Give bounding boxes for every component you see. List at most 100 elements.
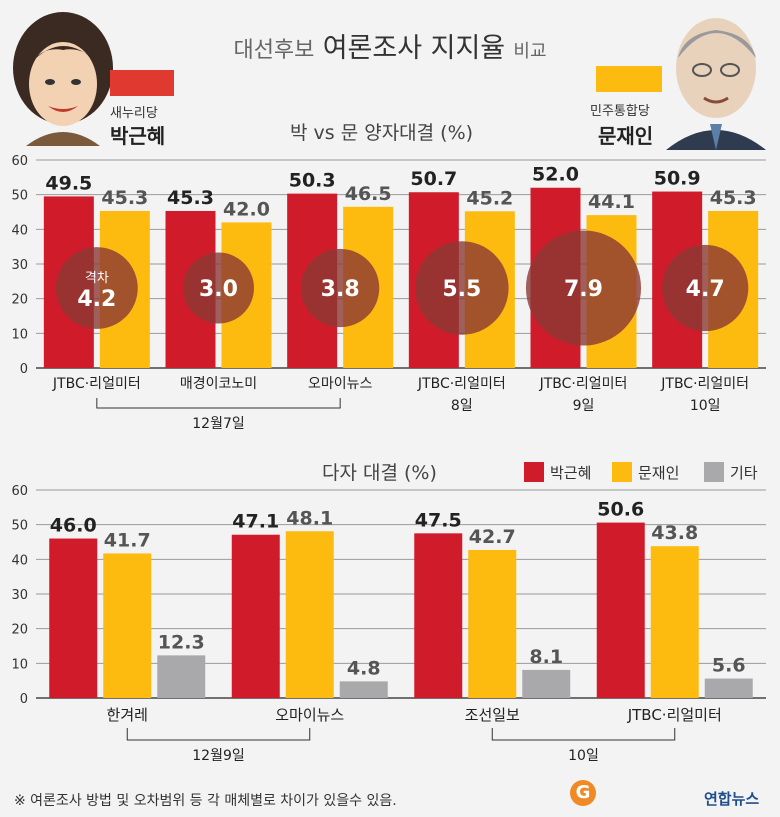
- chart2-category-label: 한겨레: [107, 706, 148, 724]
- chart2-data-label-other: 5.6: [712, 655, 746, 677]
- chart2-bar-moon: [103, 553, 152, 698]
- chart2-ytick-label: 0: [20, 692, 28, 707]
- chart1-ytick-label: 60: [11, 154, 28, 169]
- chart2-ytick-label: 50: [11, 519, 28, 534]
- chart2-data-label-park: 46.0: [50, 515, 97, 537]
- chart2-bar-park: [596, 522, 645, 698]
- chart2-group-label: 10일: [568, 748, 599, 764]
- legend-swatch-park: [524, 462, 544, 482]
- title-part1: 대선후보: [233, 38, 315, 63]
- chart1-data-label-park: 50.7: [410, 168, 457, 190]
- chart2-data-label-park: 47.1: [232, 511, 279, 533]
- chart2-data-label-park: 47.5: [415, 509, 462, 531]
- chart1-group-bracket: [96, 398, 341, 409]
- chart1-gap-value: 4.2: [77, 287, 116, 312]
- chart1-data-label-moon: 45.3: [710, 187, 757, 209]
- park-name: 박근혜: [110, 124, 166, 148]
- chart1-data-label-moon: 46.5: [345, 183, 392, 205]
- legend-label-other: 기타: [730, 464, 758, 482]
- chart2-category-label: 오마이뉴스: [275, 706, 344, 724]
- chart2-bar-park: [414, 533, 463, 698]
- park-party: 새누리당: [110, 106, 158, 121]
- legend-label-park: 박근혜: [550, 464, 592, 482]
- chart1-data-label-park: 52.0: [532, 164, 579, 186]
- chart2-data-label-other: 8.1: [529, 646, 563, 668]
- chart2-group-bracket: [491, 728, 676, 741]
- chart1-ytick-label: 0: [20, 362, 28, 377]
- chart2-bar-moon: [650, 546, 699, 698]
- park-portrait: [13, 12, 113, 146]
- legend-swatch-moon: [612, 462, 632, 482]
- chart1-ytick-label: 50: [11, 189, 28, 204]
- chart2-bar-park: [231, 534, 280, 698]
- chart2-data-label-other: 12.3: [158, 631, 205, 653]
- moon-portrait: [666, 18, 766, 150]
- chart2-bar-moon: [468, 549, 517, 698]
- chart2-bar-moon: [285, 531, 334, 698]
- chart1-gap-value: 3.0: [199, 277, 238, 302]
- park-color-tag: [110, 70, 174, 96]
- page-title: 대선후보 여론조사 지지율 비교: [0, 26, 780, 65]
- chart2-ytick-label: 10: [11, 657, 28, 672]
- chart1-gap-circle: [525, 230, 642, 346]
- title-part3: 비교: [513, 41, 547, 62]
- yonhap-logo: 연합뉴스: [704, 790, 760, 808]
- chart2-data-label-other: 4.8: [347, 657, 381, 679]
- chart1-data-label-park: 45.3: [167, 187, 214, 209]
- chart1-data-label-moon: 44.1: [588, 191, 635, 213]
- chart1-group-label: 12월7일: [192, 416, 244, 432]
- chart2-ytick-label: 60: [11, 484, 28, 499]
- chart1-data-label-park: 49.5: [45, 172, 92, 194]
- chart2-bar-other: [522, 669, 571, 698]
- chart1-ytick-label: 30: [11, 258, 28, 273]
- chart1-gap-circle: [662, 244, 749, 332]
- chart1-gap-value: 7.9: [564, 277, 603, 302]
- chart1-gap-circle: [55, 247, 138, 329]
- chart1-gap-value: 3.8: [321, 277, 360, 302]
- chart1-category-label: JTBC·리얼미터: [660, 376, 749, 392]
- chart1-gap-value: 4.7: [686, 277, 725, 302]
- title-part2: 여론조사 지지율: [322, 33, 506, 64]
- chart2-category-label: 조선일보: [465, 706, 520, 724]
- chart2-ytick-label: 40: [11, 553, 28, 568]
- chart1-ytick-label: 40: [11, 223, 28, 238]
- chart2-bar-other: [339, 681, 388, 698]
- chart2-bar-other: [704, 678, 753, 698]
- moon-party: 민주통합당: [590, 104, 650, 119]
- chart2-title: 다자 대결 (%): [322, 462, 437, 484]
- chart1-gap-circle: [301, 248, 380, 328]
- chart1-category-label: JTBC·리얼미터: [417, 376, 506, 392]
- chart2-category-label: JTBC·리얼미터: [627, 706, 722, 724]
- chart2-bar-park: [49, 538, 98, 698]
- chart1-category-date: 8일: [451, 398, 473, 414]
- chart1-category-label: JTBC·리얼미터: [539, 376, 628, 392]
- chart1-ytick-label: 20: [11, 293, 28, 308]
- chart1-data-label-park: 50.9: [654, 168, 701, 190]
- legend-label-moon: 문재인: [638, 464, 680, 482]
- chart1-data-label-park: 50.3: [289, 170, 336, 192]
- chart1-data-label-moon: 42.0: [223, 198, 270, 220]
- graphics-logo-icon: G: [570, 780, 596, 806]
- chart2-group-bracket: [126, 728, 311, 741]
- chart1-category-date: 9일: [573, 398, 595, 414]
- chart2-bar-other: [157, 655, 206, 698]
- moon-color-tag: [596, 66, 662, 92]
- chart1-gap-circle: [415, 241, 509, 335]
- chart2-data-label-moon: 48.1: [286, 507, 333, 529]
- chart1-title: 박 vs 문 양자대결 (%): [290, 122, 474, 144]
- chart1-data-label-moon: 45.3: [101, 187, 148, 209]
- chart2-data-label-moon: 41.7: [104, 529, 151, 551]
- chart1-category-label: 오마이뉴스: [308, 376, 373, 392]
- chart2-data-label-moon: 42.7: [469, 526, 516, 548]
- chart2-group-label: 12월9일: [192, 748, 244, 764]
- legend-swatch-other: [704, 462, 724, 482]
- chart2-data-label-moon: 43.8: [651, 522, 698, 544]
- chart1-gap-caption: 격차: [85, 271, 109, 286]
- chart1-ytick-label: 10: [11, 327, 28, 342]
- chart1-category-label: 매경이코노미: [180, 376, 257, 392]
- chart1-gap-value: 5.5: [442, 277, 481, 302]
- chart2-ytick-label: 20: [11, 623, 28, 638]
- chart2-data-label-park: 50.6: [597, 499, 644, 521]
- chart1-category-date: 10일: [690, 398, 721, 414]
